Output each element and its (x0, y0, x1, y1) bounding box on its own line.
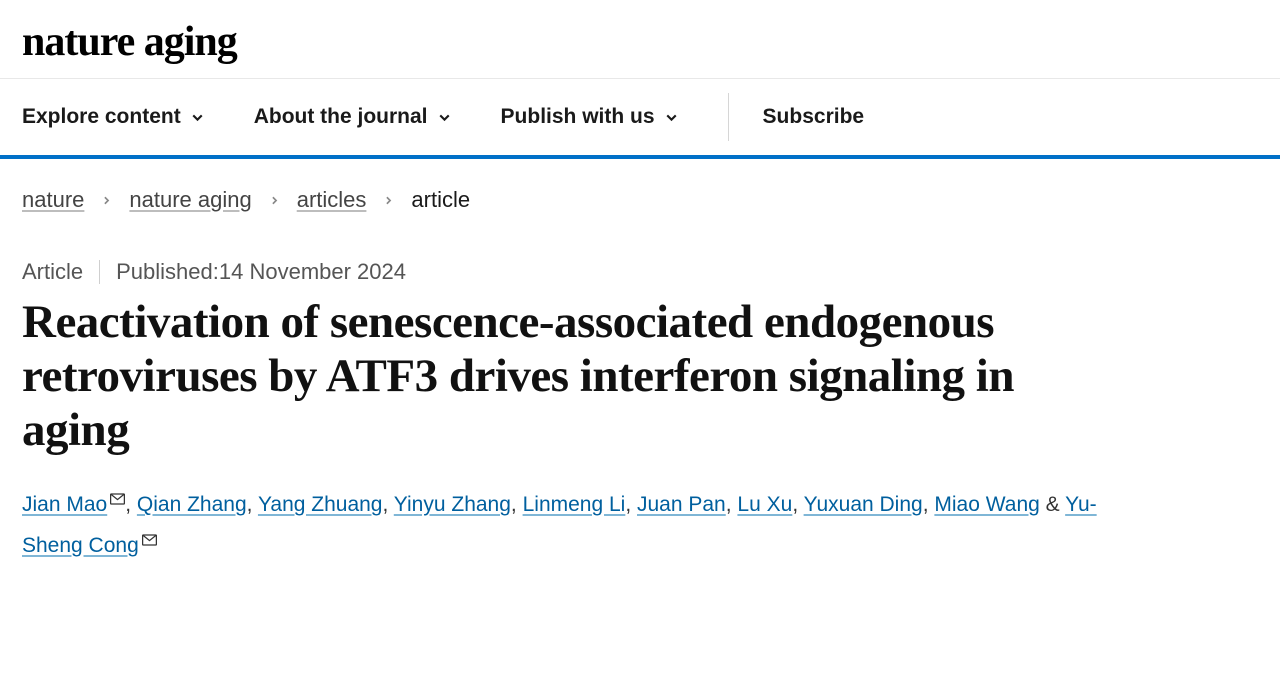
author-link[interactable]: Qian Zhang (137, 493, 247, 516)
breadcrumb-current: article (411, 187, 470, 213)
nav-subscribe[interactable]: Subscribe (763, 79, 865, 155)
nav-item-label: About the journal (254, 105, 428, 129)
journal-logo[interactable]: nature aging (22, 18, 1258, 66)
chevron-right-icon (100, 194, 113, 207)
ampersand: & (1046, 493, 1060, 516)
author-link[interactable]: Juan Pan (637, 493, 726, 516)
nav-item-label: Subscribe (763, 105, 865, 129)
nav-item-label: Publish with us (501, 105, 655, 129)
nav-explore-content[interactable]: Explore content (22, 79, 206, 155)
meta-separator (99, 260, 100, 284)
breadcrumb: nature nature aging articles article (0, 159, 1280, 213)
author-link[interactable]: Yang Zhuang (258, 493, 383, 516)
nav-separator (728, 93, 729, 141)
article-title: Reactivation of senescence-associated en… (0, 285, 1060, 457)
breadcrumb-link-nature[interactable]: nature (22, 187, 84, 213)
mail-icon (110, 493, 125, 505)
nav-publish-with-us[interactable]: Publish with us (501, 79, 680, 155)
nav-about-journal[interactable]: About the journal (254, 79, 453, 155)
nav-item-label: Explore content (22, 105, 181, 129)
logo-bar: nature aging (0, 0, 1280, 78)
article-type: Article (22, 259, 83, 285)
mail-icon (142, 534, 157, 546)
author-link[interactable]: Linmeng Li (523, 493, 626, 516)
author-link[interactable]: Lu Xu (737, 493, 792, 516)
published-date: 14 November 2024 (219, 259, 406, 285)
author-link[interactable]: Yuxuan Ding (804, 493, 923, 516)
author-link[interactable]: Miao Wang (934, 493, 1039, 516)
chevron-down-icon (189, 109, 206, 126)
published-label: Published: (116, 259, 219, 285)
chevron-down-icon (663, 109, 680, 126)
breadcrumb-link-nature-aging[interactable]: nature aging (129, 187, 251, 213)
chevron-right-icon (382, 194, 395, 207)
author-list: Jian Mao, Qian Zhang, Yang Zhuang, Yinyu… (0, 457, 1160, 567)
breadcrumb-link-articles[interactable]: articles (297, 187, 367, 213)
chevron-down-icon (436, 109, 453, 126)
chevron-right-icon (268, 194, 281, 207)
author-link[interactable]: Yinyu Zhang (394, 493, 511, 516)
author-link[interactable]: Jian Mao (22, 493, 107, 516)
main-nav: Explore content About the journal Publis… (0, 78, 1280, 159)
article-meta: Article Published: 14 November 2024 (0, 213, 1280, 285)
